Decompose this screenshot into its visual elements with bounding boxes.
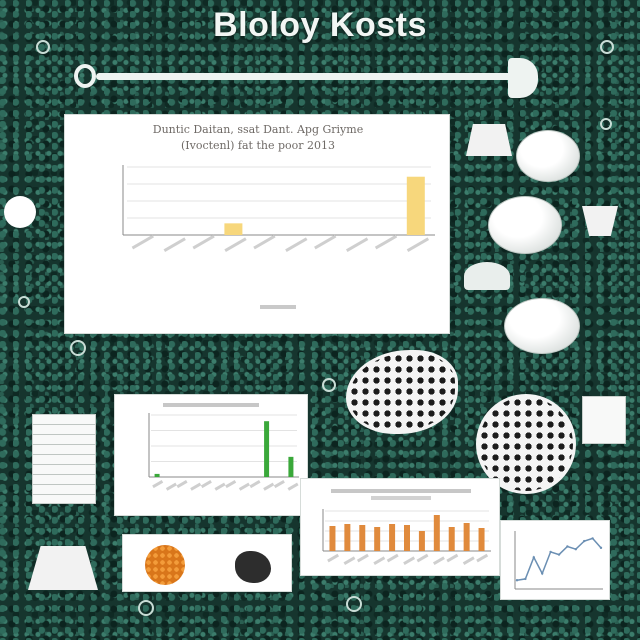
tick-label — [356, 553, 369, 563]
poster-title: Bloloy Kosts — [213, 6, 427, 44]
tick-label — [446, 553, 459, 563]
tick-label — [386, 553, 399, 563]
bar — [404, 525, 410, 551]
food-items-card — [122, 534, 292, 592]
tick-label — [406, 237, 430, 252]
tick-label — [253, 234, 276, 250]
ring-decoration — [322, 378, 336, 392]
bar — [418, 531, 425, 551]
note-card — [582, 396, 626, 444]
orange-chart-card — [300, 478, 500, 576]
ring-decoration — [36, 40, 50, 54]
tick-label — [476, 553, 489, 563]
egg-shape — [488, 196, 562, 254]
orange-berry-cluster — [145, 545, 185, 585]
bar — [463, 523, 470, 551]
ring-decoration — [138, 600, 154, 616]
bar — [389, 524, 396, 551]
main-chart-title: Duntic Daitan, ssat Dant. Apg Griyme — [152, 123, 364, 136]
tick-label — [165, 482, 177, 491]
tick-label — [200, 480, 212, 489]
bar — [154, 473, 160, 477]
patterned-leaf — [346, 350, 458, 434]
tick-label — [238, 482, 250, 491]
line-point — [515, 579, 519, 582]
tick-label — [314, 234, 337, 250]
egg-shape — [516, 130, 580, 182]
tick-label — [263, 482, 275, 491]
dark-rock — [235, 551, 271, 583]
tick-label — [374, 234, 398, 250]
tick-label — [373, 556, 386, 565]
main-chart-card: Duntic Daitan, ssat Dant. Apg Griyme (Iv… — [64, 114, 450, 334]
tick-label — [343, 556, 356, 565]
tick-label — [462, 556, 475, 565]
dot-marker — [4, 196, 36, 228]
line-point — [549, 550, 552, 554]
tick-label — [416, 553, 429, 563]
tick-label — [287, 482, 299, 491]
tick-label — [214, 482, 226, 491]
patterned-sphere — [476, 394, 576, 494]
line-point — [591, 537, 594, 540]
tick-label — [403, 556, 416, 565]
tick-label — [432, 556, 445, 565]
ring-decoration — [70, 340, 86, 356]
line-chart — [514, 531, 603, 590]
ring-decoration — [600, 40, 614, 54]
bar — [448, 527, 455, 551]
tick-label — [249, 480, 261, 489]
main-bar-chart — [122, 165, 435, 309]
slider-track[interactable] — [96, 73, 516, 80]
lamp-shade — [28, 546, 98, 590]
tick-label — [345, 237, 369, 252]
tick-label — [152, 480, 164, 489]
tick-label — [285, 237, 308, 252]
tick-label — [176, 480, 188, 489]
ring-decoration — [18, 296, 30, 308]
tick-label — [192, 234, 215, 250]
bar — [359, 525, 366, 551]
line-chart-card — [500, 520, 610, 600]
tick-label — [327, 553, 340, 563]
line-point — [532, 556, 535, 559]
line-point — [583, 539, 586, 543]
line-point — [566, 545, 569, 548]
tick-label — [225, 480, 237, 489]
orange-bar-chart — [322, 489, 491, 565]
bar — [374, 527, 381, 551]
ring-decoration — [346, 596, 362, 612]
ring-decoration — [600, 118, 612, 130]
tick-label — [224, 237, 247, 252]
bar — [224, 223, 243, 235]
slider-handle-left[interactable] — [74, 64, 96, 88]
bar — [288, 456, 294, 477]
tick-label — [163, 237, 186, 252]
slider-handle-right[interactable] — [508, 58, 538, 98]
line-point — [524, 577, 527, 581]
egg-shape — [504, 298, 580, 354]
bar — [264, 421, 270, 477]
green-bar-chart — [148, 403, 299, 491]
cup-icon — [582, 206, 618, 236]
line-point — [541, 572, 544, 575]
bar — [329, 526, 336, 551]
bar — [433, 515, 440, 551]
tick-label — [273, 480, 285, 489]
line-point — [599, 546, 603, 550]
cup-icon — [466, 124, 512, 156]
bar — [406, 176, 425, 235]
main-chart-subtitle: (Ivoctenl) fat the poor 2013 — [180, 139, 336, 152]
notepad — [32, 414, 96, 504]
line-point — [574, 548, 577, 551]
bar — [478, 528, 485, 551]
line-point — [557, 553, 561, 556]
cup-icon — [464, 262, 510, 290]
bar — [344, 524, 351, 551]
tick-label — [131, 234, 154, 250]
tick-label — [190, 482, 202, 491]
green-chart-card — [114, 394, 308, 516]
